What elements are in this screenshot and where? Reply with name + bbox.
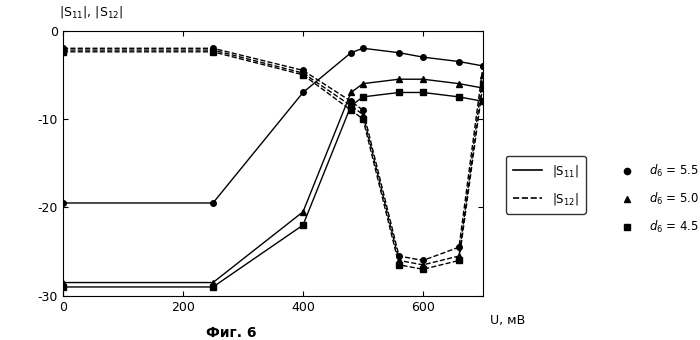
- Text: U, мВ: U, мВ: [490, 314, 525, 327]
- Text: |S$_{11}$|, |S$_{12}$|: |S$_{11}$|, |S$_{12}$|: [59, 4, 123, 20]
- Text: Фиг. 6: Фиг. 6: [206, 326, 256, 340]
- Legend: $d_6$ = 5.5 мм, $d_6$ = 5.0 мм, $d_6$ = 4.5 мм: $d_6$ = 5.5 мм, $d_6$ = 5.0 мм, $d_6$ = …: [606, 156, 700, 242]
